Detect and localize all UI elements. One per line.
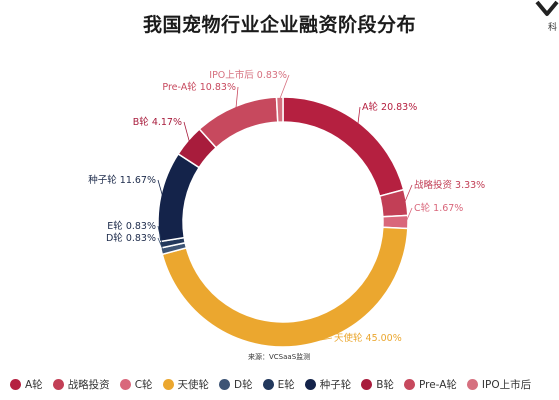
legend-label: Pre-A轮 <box>418 378 457 391</box>
legend-swatch-icon <box>466 378 478 390</box>
data-label-6: 种子轮 11.67% <box>88 174 156 186</box>
leader-line-6 <box>157 179 164 197</box>
legend-label: IPO上市后 <box>481 378 532 391</box>
leader-line-1 <box>404 184 413 203</box>
legend-label: 种子轮 <box>319 378 352 391</box>
slice-3 <box>161 226 409 348</box>
legend-label: 战略投资 <box>67 378 110 391</box>
slice-9 <box>275 96 284 123</box>
legend-item-0[interactable]: A轮 <box>10 377 43 392</box>
legend-label: A轮 <box>25 378 43 391</box>
slice-6 <box>157 152 201 243</box>
slice-8 <box>198 96 279 149</box>
source-note: 来源：VCSaaS监测 <box>248 353 311 361</box>
legend-label: D轮 <box>234 378 253 391</box>
legend-item-2[interactable]: C轮 <box>119 377 153 392</box>
legend-item-4[interactable]: D轮 <box>219 377 253 392</box>
leader-line-4 <box>157 237 164 251</box>
legend-label: 天使轮 <box>177 378 210 391</box>
legend-swatch-icon <box>403 378 415 390</box>
legend-swatch-icon <box>119 378 131 390</box>
legend-swatch-icon <box>52 378 64 390</box>
brand-logo-icon <box>535 0 559 16</box>
legend-item-1[interactable]: 战略投资 <box>52 377 110 392</box>
leader-line-0 <box>357 106 361 125</box>
chart-title: 我国宠物行业企业融资阶段分布 <box>142 14 416 36</box>
slice-2 <box>382 214 409 230</box>
legend-item-7[interactable]: B轮 <box>361 377 394 392</box>
leader-line-8 <box>235 86 239 109</box>
legend-swatch-icon <box>219 378 231 390</box>
chart-legend: A轮 战略投资 C轮 天使轮 D轮 E轮 种子轮 B轮 Pre-A轮 IPO上市后 <box>10 376 559 392</box>
legend-label: B轮 <box>376 378 394 391</box>
corner-char: 科 <box>547 23 557 33</box>
leader-line-2 <box>405 207 413 223</box>
data-label-3: 天使轮 45.00% <box>334 332 402 344</box>
data-label-9: IPO上市后 0.83% <box>209 69 287 81</box>
legend-swatch-icon <box>304 378 316 390</box>
data-label-5: E轮 0.83% <box>107 220 156 232</box>
leader-line-7 <box>183 121 190 143</box>
legend-label: E轮 <box>277 378 295 391</box>
leader-line-5 <box>157 225 163 245</box>
leader-line-3 <box>295 337 333 345</box>
legend-swatch-icon <box>361 378 373 390</box>
data-label-0: A轮 20.83% <box>362 101 417 113</box>
legend-item-5[interactable]: E轮 <box>262 377 295 392</box>
data-label-7: B轮 4.17% <box>133 116 182 128</box>
legend-item-3[interactable]: 天使轮 <box>162 377 210 392</box>
legend-item-9[interactable]: IPO上市后 <box>466 377 532 392</box>
legend-item-6[interactable]: 种子轮 <box>304 377 352 392</box>
data-label-2: C轮 1.67% <box>414 202 463 214</box>
legend-swatch-icon <box>162 378 174 390</box>
legend-swatch-icon <box>10 378 21 390</box>
data-label-4: D轮 0.83% <box>106 232 156 244</box>
data-label-8: Pre-A轮 10.83% <box>162 81 236 93</box>
leader-line-9 <box>279 74 290 100</box>
legend-item-8[interactable]: Pre-A轮 <box>403 377 457 392</box>
legend-label: C轮 <box>134 378 153 391</box>
legend-swatch-icon <box>262 378 274 390</box>
data-label-1: 战略投资 3.33% <box>414 179 485 191</box>
